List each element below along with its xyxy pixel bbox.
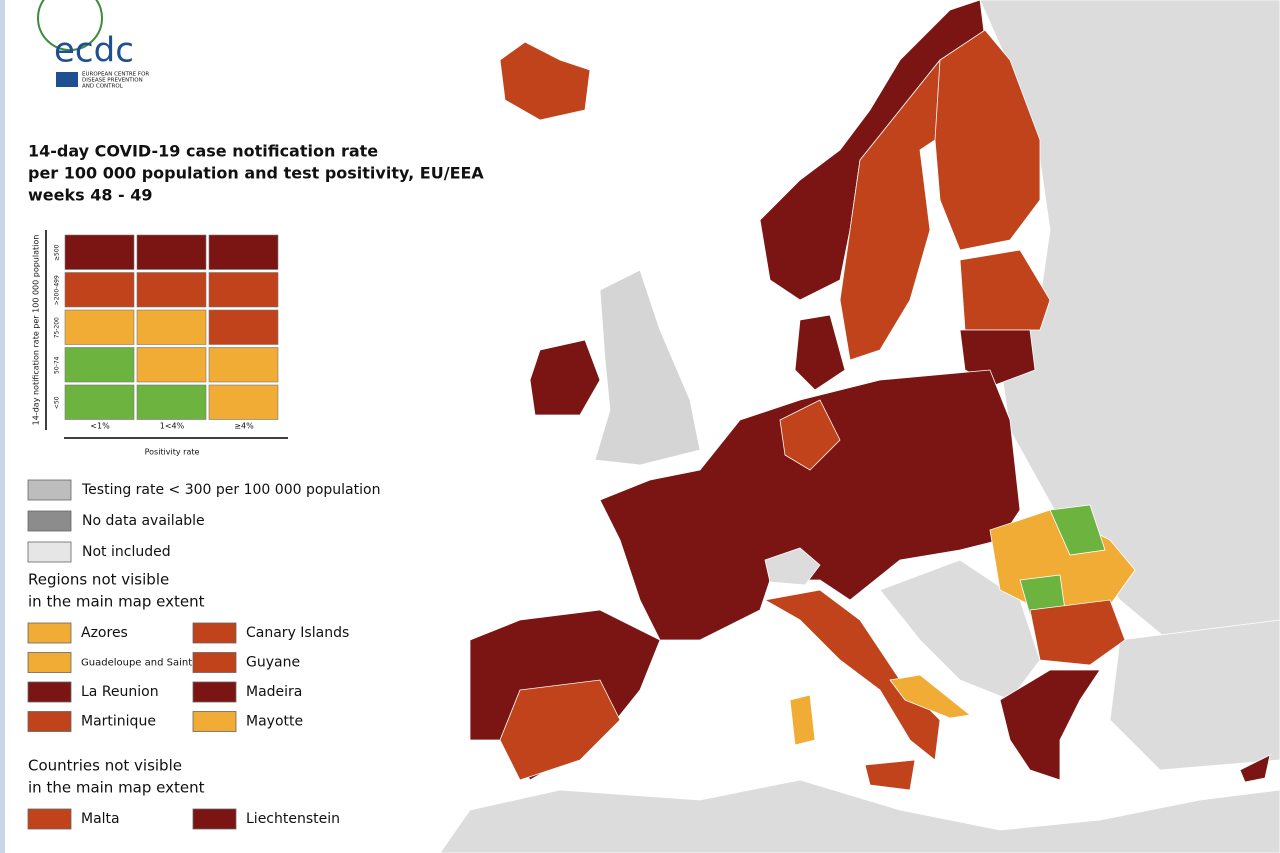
legend-label: Canary Islands <box>246 625 349 641</box>
matrix-cell <box>64 384 135 420</box>
eu-flag <box>56 72 78 87</box>
legend-label: Testing rate < 300 per 100 000 populatio… <box>81 482 380 498</box>
countries-title: Countries not visible <box>28 757 182 775</box>
matrix-cell <box>208 234 279 270</box>
switzerland <box>764 547 821 586</box>
ireland <box>529 339 601 416</box>
legend-swatch <box>27 711 72 732</box>
logo-globe <box>37 0 103 51</box>
frame-edge <box>0 0 5 853</box>
turkey <box>1109 619 1280 771</box>
map <box>439 0 1280 853</box>
legend-swatch <box>27 652 72 673</box>
legend-swatch <box>192 711 237 732</box>
legend-swatch <box>192 652 237 673</box>
matrix-cell <box>208 272 279 308</box>
matrix-cell <box>208 384 279 420</box>
regions-title: in the main map extent <box>28 593 205 611</box>
logo-name: ecdc <box>54 31 134 71</box>
cyprus <box>1239 754 1271 783</box>
matrix-cell <box>208 309 279 345</box>
romania-green-north <box>1049 504 1106 556</box>
legend-label: Guyane <box>246 655 300 671</box>
central-spain <box>499 679 621 781</box>
legend-label: Martinique <box>81 714 156 730</box>
matrix-row-label: ≥500 <box>54 244 61 261</box>
matrix-row-label: 50-74 <box>54 356 61 374</box>
matrix-cell <box>136 347 207 383</box>
legend-swatch <box>27 681 72 703</box>
matrix-cell <box>136 309 207 345</box>
north-africa <box>439 779 1280 853</box>
legend-swatch <box>27 808 72 830</box>
legend-swatch <box>192 681 237 703</box>
legend-label: Mayotte <box>246 714 303 730</box>
western-germany-regions <box>779 399 841 471</box>
legend-label: Azores <box>81 625 128 641</box>
legend-matrix: 14-day notification rate per 100 000 pop… <box>32 230 288 457</box>
title-line: weeks 48 - 49 <box>28 186 153 205</box>
title-line: per 100 000 population and test positivi… <box>28 164 484 183</box>
denmark <box>794 314 846 391</box>
matrix-column-label: ≥4% <box>234 422 254 431</box>
legend-label: Not included <box>82 544 171 560</box>
italy <box>763 589 941 761</box>
legend-swatch <box>27 479 72 501</box>
countries-title: in the main map extent <box>28 779 205 797</box>
matrix-x-label: Positivity rate <box>145 448 200 457</box>
baltics-north <box>959 249 1051 331</box>
legend-swatch <box>192 808 237 830</box>
united-kingdom <box>594 269 701 466</box>
legend-swatch <box>192 622 237 644</box>
apulia <box>889 674 971 719</box>
logo-subtitle: AND CONTROL <box>82 84 124 90</box>
matrix-cell <box>64 347 135 383</box>
legend-label: Malta <box>81 811 120 827</box>
matrix-row-label: >200-499 <box>54 275 61 305</box>
matrix-cell <box>136 234 207 270</box>
matrix-cell <box>208 347 279 383</box>
matrix-cell <box>136 272 207 308</box>
legend-label: La Reunion <box>81 684 159 700</box>
matrix-cell <box>64 309 135 345</box>
logo-subtitle: DISEASE PREVENTION <box>82 78 143 84</box>
matrix-row-label: <50 <box>54 396 61 409</box>
legend-label: Guadeloupe and Saint Martin <box>81 658 227 669</box>
legends: Regions not visible in the main map exte… <box>27 479 380 830</box>
bulgaria <box>1029 599 1126 666</box>
finland <box>934 29 1041 251</box>
legend-label: No data available <box>82 513 205 529</box>
matrix-cell <box>64 234 135 270</box>
greece <box>999 669 1101 781</box>
matrix-row-label: 75-200 <box>54 317 61 338</box>
title-line: 14-day COVID-19 case notification rate <box>28 142 378 161</box>
sicily <box>864 759 916 791</box>
logo-subtitle: EUROPEAN CENTRE FOR <box>82 72 149 78</box>
legend-swatch <box>27 541 72 563</box>
matrix-cell <box>136 384 207 420</box>
matrix-column-label: <1% <box>90 422 110 431</box>
balkans <box>879 559 1041 701</box>
legend-swatch <box>27 622 72 644</box>
logo: ecdc EUROPEAN CENTRE FOR DISEASE PREVENT… <box>37 0 149 90</box>
matrix-y-label: 14-day notification rate per 100 000 pop… <box>32 235 41 426</box>
legend-label: Liechtenstein <box>246 811 340 827</box>
matrix-cell <box>64 272 135 308</box>
sardinia <box>789 694 816 746</box>
matrix-column-label: 1<4% <box>160 422 185 431</box>
legend-swatch <box>27 510 72 532</box>
iceland <box>499 41 591 121</box>
regions-title: Regions not visible <box>28 571 169 589</box>
legend-label: Madeira <box>246 684 302 700</box>
central-europe <box>599 369 1021 641</box>
